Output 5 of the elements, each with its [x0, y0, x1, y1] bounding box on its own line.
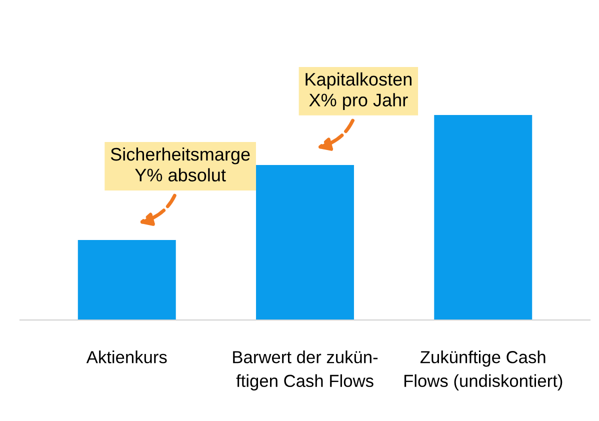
annotation: Sicherheitsmarge Y% absolut — [110, 147, 250, 182]
text: Kapitalkosten X% pro Jahr — [306, 72, 412, 110]
x-tick-label: Zukünftige Cash Flows (undiskontiert) — [404, 350, 562, 390]
x-tick-label: Aktienkurs — [86, 350, 167, 364]
x-tick-label: Barwert der zukün- ftigen Cash Flows — [233, 350, 378, 390]
